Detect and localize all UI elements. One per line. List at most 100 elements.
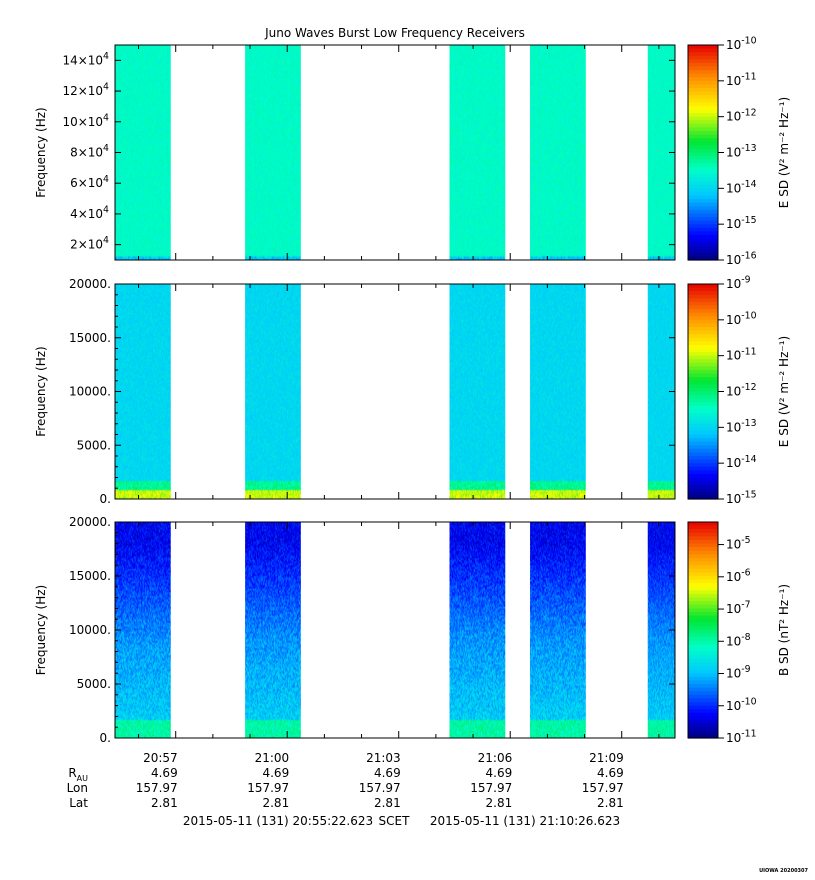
colorbar-segment (688, 590, 718, 595)
x-tick-label: 21:00 (255, 751, 290, 765)
ephemeris-value: 2.81 (597, 796, 624, 810)
colorbar-segment (688, 188, 718, 193)
colorbar-segment (688, 456, 718, 461)
colorbar-segment (688, 199, 718, 204)
colorbar-segment (688, 615, 718, 620)
colorbar-segment (688, 622, 718, 627)
colorbar-segment (688, 98, 718, 103)
colorbar-tick-label: 10-7 (726, 600, 751, 616)
colorbar-segment (688, 705, 718, 710)
colorbar-segment (688, 470, 718, 475)
colorbar-segment (688, 231, 718, 236)
burst-strip-4 (530, 522, 586, 738)
colorbar-segment (688, 391, 718, 396)
colorbar-segment (688, 640, 718, 645)
colorbar-label: E SD (V² m⁻² Hz⁻¹) (777, 97, 791, 208)
colorbar-segment (688, 344, 718, 350)
plot-frame (114, 521, 676, 739)
colorbar-label: B SD (nT² Hz⁻¹) (777, 584, 791, 676)
y-tick-label: 8×104 (70, 143, 109, 159)
y-tick-label: 4×104 (70, 205, 109, 221)
panel-1: 2×104 4×104 6×104 8×104 10×104 12×104 14×104 Fr… (34, 36, 791, 267)
colorbar-segment (688, 463, 718, 468)
burst-strip-1 (115, 284, 171, 499)
ephemeris-value: 157.97 (136, 781, 178, 795)
x-tick-label: 21:09 (589, 751, 624, 765)
colorbar-segment (688, 676, 718, 681)
colorbar-segment (688, 698, 718, 703)
colorbar-segment (688, 148, 718, 154)
plot-frame (114, 44, 676, 261)
colorbar-segment (688, 473, 718, 479)
colorbar-tick-label: 10-14 (726, 454, 757, 470)
colorbar-tick-label: 10-6 (726, 567, 751, 583)
colorbar-segment (688, 387, 718, 393)
colorbar-segment (688, 658, 718, 663)
colorbar-segment (688, 687, 718, 692)
colorbar-segment (688, 109, 718, 114)
colorbar-frame (687, 521, 719, 739)
colorbar-tick-label: 10-12 (726, 107, 757, 123)
colorbar-segment (688, 420, 718, 425)
scet-label: SCET (379, 814, 411, 828)
colorbar-segment (688, 362, 718, 368)
colorbar-segment (688, 145, 718, 150)
colorbar-segment (688, 601, 718, 606)
ephemeris-value: 4.69 (151, 766, 178, 780)
colorbar-segment (688, 305, 718, 310)
colorbar-tick-label: 10-9 (726, 664, 751, 680)
colorbar-2: 10-9 10-10 10-11 10-12 10-13 10-14 10-15 E SD (… (687, 275, 791, 506)
x-tick-label: 21:06 (478, 751, 513, 765)
colorbar-segment (688, 402, 718, 407)
y-tick-label: 15000. (69, 569, 111, 583)
colorbar-segment (688, 62, 718, 68)
colorbar-segment (688, 177, 718, 182)
ephemeris-value: 4.69 (486, 766, 513, 780)
scet-end: 2015-05-11 (131) 21:10:26.623 (430, 814, 620, 828)
colorbar-segment (688, 409, 718, 414)
colorbar-segment (688, 716, 718, 721)
colorbar-segment (688, 95, 718, 100)
colorbar-segment (688, 586, 718, 591)
colorbar-segment (688, 91, 718, 96)
colorbar-segment (688, 256, 718, 261)
colorbar-segment (688, 312, 718, 317)
colorbar-segment (688, 70, 718, 75)
burst-strip-3 (449, 522, 506, 738)
colorbar-3: 10-5 10-6 10-7 10-8 10-9 10-10 10-11 B SD (nT² … (687, 521, 791, 745)
burst-strip-4 (530, 45, 586, 260)
colorbar-segment (688, 352, 718, 357)
colorbar-segment (688, 195, 718, 200)
colorbar-segment (688, 377, 718, 382)
colorbar-segment (688, 441, 718, 446)
colorbar-segment (688, 66, 718, 71)
burst-strip-2 (245, 45, 301, 260)
colorbar-segment (688, 220, 718, 225)
colorbar-segment (688, 113, 718, 118)
colorbar-segment (688, 284, 718, 289)
colorbar-segment (688, 561, 718, 566)
colorbar-segment (688, 572, 718, 577)
y-tick-label: 20000. (69, 515, 111, 529)
ephemeris-row-label: Lat (69, 796, 88, 810)
colorbar-segment (688, 484, 718, 489)
colorbar-tick-label: 10-13 (726, 143, 757, 159)
colorbar-segment (688, 138, 718, 143)
y-tick-label: 0. (100, 731, 111, 745)
time-axis: 20:574.69157.972.8121:004.69157.972.8121… (67, 751, 624, 828)
plot-frame (114, 283, 676, 500)
colorbar-segment (688, 316, 718, 321)
colorbar-segment (688, 55, 718, 60)
burst-strip-3 (449, 45, 506, 260)
colorbar-segment (688, 88, 718, 93)
colorbar-segment (688, 430, 718, 436)
colorbar-segment (688, 291, 718, 296)
colorbar-segment (688, 536, 718, 541)
colorbar-segment (688, 727, 718, 732)
x-tick-label: 20:57 (143, 751, 178, 765)
y-tick-label: 20000. (69, 277, 111, 291)
colorbar-segment (688, 673, 718, 678)
y-tick-label: 15000. (69, 331, 111, 345)
colorbar-segment (688, 48, 718, 53)
colorbar-segment (688, 170, 718, 175)
